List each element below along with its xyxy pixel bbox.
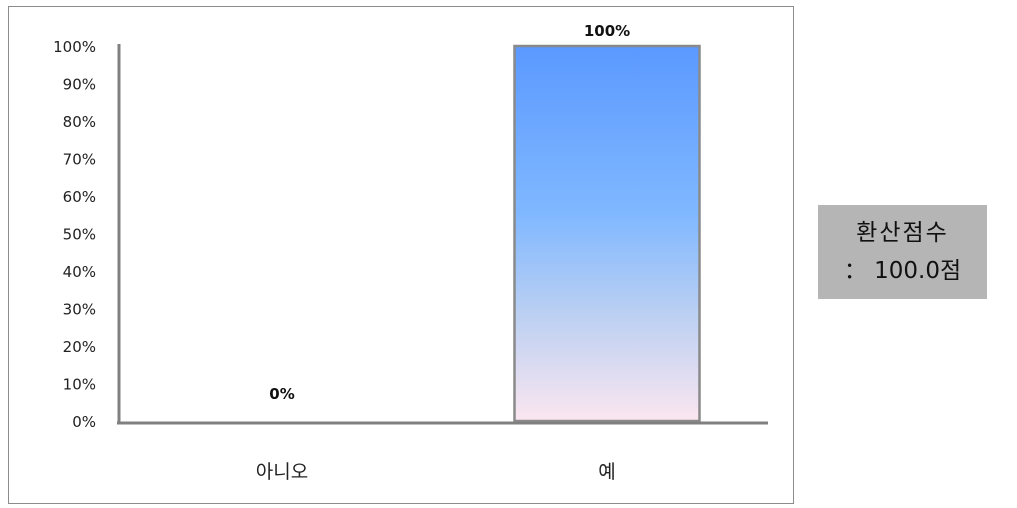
score-box: 환산점수 ： 100.0점 xyxy=(818,205,987,299)
y-tick-label: 30% xyxy=(63,301,96,319)
y-tick-label: 0% xyxy=(72,413,96,431)
y-tick-label: 10% xyxy=(63,376,96,394)
bars xyxy=(513,44,701,423)
score-title: 환산점수 xyxy=(856,220,949,246)
y-tick-label: 70% xyxy=(63,151,96,169)
score-value: ： 100.0점 xyxy=(843,258,962,284)
x-category-label: 예 xyxy=(598,461,615,483)
y-tick-label: 60% xyxy=(63,188,96,206)
y-tick-label: 20% xyxy=(63,338,96,356)
y-tick-label: 80% xyxy=(63,113,96,131)
y-tick-label: 100% xyxy=(53,38,96,56)
y-tick-label: 40% xyxy=(63,263,96,281)
x-axis-category-labels: 아니오 예 xyxy=(256,461,616,483)
x-category-label: 아니오 xyxy=(256,461,308,483)
y-tick-label: 90% xyxy=(63,76,96,94)
bar-2 xyxy=(513,44,701,423)
data-label: 100% xyxy=(584,22,630,40)
y-axis-tick-labels: 0% 10% 20% 30% 40% 50% 60% 70% 80% 90% 100% xyxy=(53,38,96,431)
data-label: 0% xyxy=(269,385,294,403)
y-tick-label: 50% xyxy=(63,226,96,244)
data-labels: 0% 100% xyxy=(269,22,630,403)
